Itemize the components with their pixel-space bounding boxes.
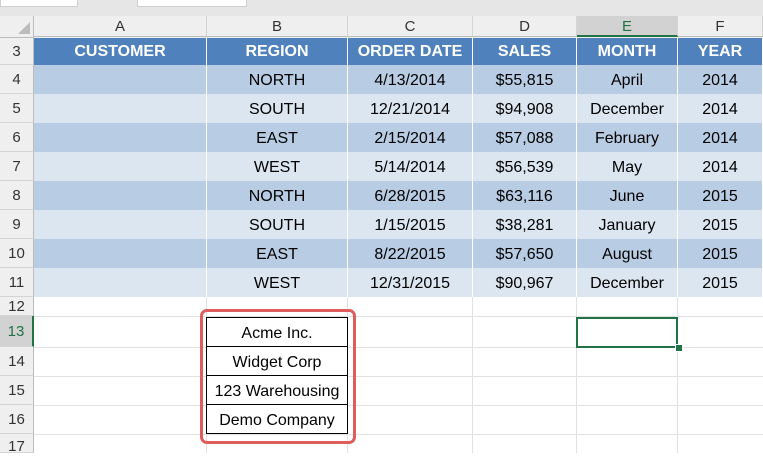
cell-month[interactable]: June [577,181,678,210]
gridline [34,376,763,377]
cell-sales[interactable]: $56,539 [473,152,577,181]
cell-region[interactable]: SOUTH [207,94,348,123]
cell-month[interactable]: December [577,268,678,297]
column-header-d[interactable]: D [473,16,577,37]
active-cell-selection[interactable] [576,317,678,348]
row-header-11[interactable]: 11 [0,268,34,297]
row-header-17[interactable]: 17 [0,434,34,455]
row-header-4[interactable]: 4 [0,65,34,94]
customer-list-item[interactable]: Acme Inc. [206,317,348,347]
row-header-7[interactable]: 7 [0,152,34,181]
gridline [34,316,763,317]
gridline [677,297,678,453]
cell-order-date[interactable]: 8/22/2015 [348,239,473,268]
fill-handle[interactable] [675,344,683,352]
cell-customer[interactable] [34,181,207,210]
gridline [34,405,763,406]
row-header-12[interactable]: 12 [0,297,34,316]
column-header-c[interactable]: C [348,16,473,37]
cell-order-date[interactable]: 6/28/2015 [348,181,473,210]
gridline [34,347,763,348]
cell-sales[interactable]: $57,088 [473,123,577,152]
cell-month[interactable]: May [577,152,678,181]
row-header-9[interactable]: 9 [0,210,34,239]
header-month[interactable]: MONTH [577,38,678,65]
cell-year[interactable]: 2015 [678,210,763,239]
cell-customer[interactable] [34,239,207,268]
cell-month[interactable]: December [577,94,678,123]
row-header-14[interactable]: 14 [0,347,34,376]
column-header-bar [0,16,763,38]
formula-bar[interactable] [137,0,247,7]
cell-region[interactable]: EAST [207,123,348,152]
cell-order-date[interactable]: 4/13/2014 [348,65,473,94]
select-all-icon [18,22,30,34]
header-year[interactable]: YEAR [678,38,763,65]
cell-month[interactable]: February [577,123,678,152]
cell-order-date[interactable]: 1/15/2015 [348,210,473,239]
cell-year[interactable]: 2015 [678,239,763,268]
gridline [34,434,763,435]
cell-order-date[interactable]: 2/15/2014 [348,123,473,152]
cell-region[interactable]: NORTH [207,181,348,210]
cell-order-date[interactable]: 5/14/2014 [348,152,473,181]
cell-sales[interactable]: $55,815 [473,65,577,94]
cell-year[interactable]: 2015 [678,268,763,297]
row-header-6[interactable]: 6 [0,123,34,152]
header-sales[interactable]: SALES [473,38,577,65]
row-header-5[interactable]: 5 [0,94,34,123]
cell-year[interactable]: 2014 [678,65,763,94]
row-header-15[interactable]: 15 [0,376,34,405]
row-header-3[interactable]: 3 [0,38,34,65]
cell-order-date[interactable]: 12/21/2014 [348,94,473,123]
cell-customer[interactable] [34,94,207,123]
cell-sales[interactable]: $57,650 [473,239,577,268]
cell-region[interactable]: SOUTH [207,210,348,239]
cell-sales[interactable]: $63,116 [473,181,577,210]
column-header-e[interactable]: E [577,16,678,37]
gridline [472,297,473,453]
cell-order-date[interactable]: 12/31/2015 [348,268,473,297]
cell-customer[interactable] [34,65,207,94]
select-all-corner[interactable] [0,16,34,38]
cell-customer[interactable] [34,123,207,152]
cell-region[interactable]: EAST [207,239,348,268]
toolbar-strip [0,0,763,16]
cell-year[interactable]: 2015 [678,181,763,210]
row-header-16[interactable]: 16 [0,405,34,434]
column-header-b[interactable]: B [207,16,348,37]
cell-customer[interactable] [34,210,207,239]
row-header-10[interactable]: 10 [0,239,34,268]
cell-sales[interactable]: $90,967 [473,268,577,297]
customer-list-item[interactable]: Demo Company [206,404,348,434]
cell-region[interactable]: WEST [207,152,348,181]
column-header-a[interactable]: A [34,16,207,37]
customer-list-item[interactable]: 123 Warehousing [206,375,348,405]
cell-month[interactable]: August [577,239,678,268]
name-box[interactable] [0,0,78,7]
cell-month[interactable]: January [577,210,678,239]
header-customer[interactable]: CUSTOMER [34,38,207,65]
cell-year[interactable]: 2014 [678,152,763,181]
cell-month[interactable]: April [577,65,678,94]
header-region[interactable]: REGION [207,38,348,65]
row-header-13[interactable]: 13 [0,316,34,347]
cell-customer[interactable] [34,268,207,297]
row-header-8[interactable]: 8 [0,181,34,210]
column-header-f[interactable]: F [678,16,763,37]
cell-sales[interactable]: $94,908 [473,94,577,123]
cell-region[interactable]: WEST [207,268,348,297]
customer-list-highlight [200,309,356,444]
cell-region[interactable]: NORTH [207,65,348,94]
cell-year[interactable]: 2014 [678,94,763,123]
cell-sales[interactable]: $38,281 [473,210,577,239]
cell-customer[interactable] [34,152,207,181]
header-order-date[interactable]: ORDER DATE [348,38,473,65]
gridline [576,297,577,453]
cell-year[interactable]: 2014 [678,123,763,152]
